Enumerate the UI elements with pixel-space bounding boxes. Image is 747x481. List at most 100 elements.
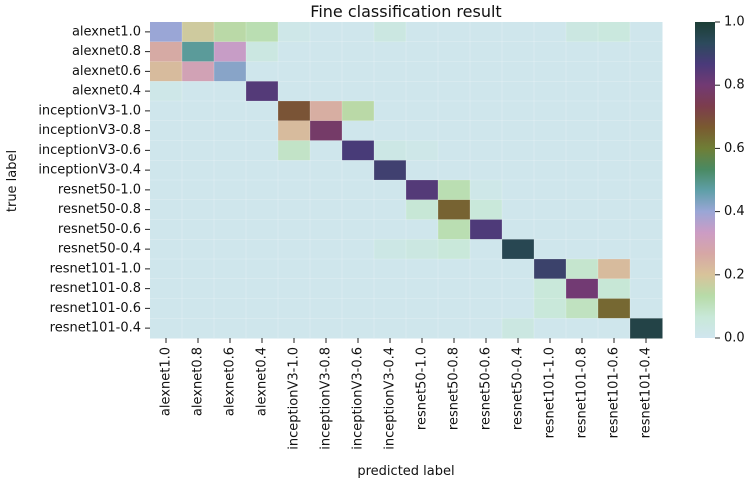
x-tick-label: inceptionV3-0.8 [319, 347, 334, 450]
heatmap-cell [342, 160, 375, 181]
heatmap-cell [214, 120, 247, 141]
heatmap-cell [566, 318, 599, 339]
heatmap-cell [310, 61, 343, 82]
heatmap-cell [182, 101, 215, 122]
heatmap-cell [502, 259, 535, 280]
y-tick-label: resnet101-0.4 [50, 321, 141, 336]
heatmap-cell [406, 259, 439, 280]
heatmap-cell [150, 199, 183, 220]
heatmap-cell [406, 81, 439, 102]
heatmap-cell [534, 140, 567, 161]
heatmap-cell [502, 22, 535, 43]
heatmap-cell [214, 259, 247, 280]
heatmap-cell [630, 101, 663, 122]
heatmap-cell [214, 41, 247, 62]
x-tick-label: resnet101-0.4 [639, 347, 654, 438]
heatmap-cell [150, 101, 183, 122]
heatmap-cell [310, 22, 343, 43]
heatmap-cell [598, 81, 631, 102]
heatmap-cell [630, 239, 663, 260]
heatmap-cell [502, 120, 535, 141]
x-tick-label: resnet101-0.8 [575, 347, 590, 438]
heatmap-cell [566, 239, 599, 260]
heatmap-cell [566, 219, 599, 240]
x-tick-label: alexnet0.4 [255, 347, 270, 416]
heatmap-cell [214, 61, 247, 82]
heatmap-cell [406, 239, 439, 260]
heatmap-cell [246, 81, 279, 102]
heatmap-cell [278, 140, 311, 161]
heatmap-cell [246, 61, 279, 82]
y-tick-label: resnet101-0.8 [50, 281, 141, 296]
heatmap-cell [502, 61, 535, 82]
heatmap-cell [630, 81, 663, 102]
heatmap-cell [438, 22, 471, 43]
heatmap-cell [630, 318, 663, 339]
heatmap-cell [310, 101, 343, 122]
heatmap-cell [278, 22, 311, 43]
heatmap-cell [470, 41, 503, 62]
heatmap-cell [342, 298, 375, 319]
heatmap-cell [598, 41, 631, 62]
heatmap-cell [246, 298, 279, 319]
heatmap-cell [534, 81, 567, 102]
heatmap-cell [534, 101, 567, 122]
heatmap-cell [374, 259, 407, 280]
heatmap-cell [470, 298, 503, 319]
heatmap-cell [214, 318, 247, 339]
heatmap-cell [374, 140, 407, 161]
heatmap-cell [310, 180, 343, 201]
heatmap-cell [150, 180, 183, 201]
x-tick-label: alexnet0.6 [223, 347, 238, 416]
heatmap-cell [630, 278, 663, 299]
heatmap-cell [406, 219, 439, 240]
heatmap-cell [246, 22, 279, 43]
heatmap-cell [502, 140, 535, 161]
heatmap-cell [598, 160, 631, 181]
heatmap-cell [534, 298, 567, 319]
heatmap-cell [566, 278, 599, 299]
heatmap-cell [278, 61, 311, 82]
heatmap-cell [630, 41, 663, 62]
y-tick-label: resnet101-1.0 [50, 261, 141, 276]
heatmap-cell [598, 140, 631, 161]
heatmap-cell [534, 41, 567, 62]
heatmap-cell [182, 298, 215, 319]
heatmap-cell [374, 101, 407, 122]
heatmap-cell [470, 199, 503, 220]
heatmap-cell [406, 160, 439, 181]
heatmap-cell [150, 318, 183, 339]
heatmap-cell [374, 120, 407, 141]
heatmap-cell [150, 120, 183, 141]
heatmap-cell [342, 199, 375, 220]
heatmap-cell [214, 239, 247, 260]
heatmap-cell [310, 81, 343, 102]
heatmap-cell [342, 81, 375, 102]
heatmap-cell [470, 140, 503, 161]
x-tick-label: resnet101-0.6 [607, 347, 622, 438]
heatmap-cell [182, 120, 215, 141]
heatmap-cell [406, 61, 439, 82]
x-tick-label: resnet50-0.8 [447, 347, 462, 430]
heatmap-cell [278, 160, 311, 181]
x-tick-labels: alexnet1.0 alexnet0.8 alexnet0.6 alexnet0.4… [159, 338, 654, 450]
heatmap-cell [534, 180, 567, 201]
heatmap-cell [150, 160, 183, 181]
heatmap-cell [566, 101, 599, 122]
heatmap-cell [630, 61, 663, 82]
heatmap-cell [502, 41, 535, 62]
heatmap-cell [534, 160, 567, 181]
heatmap-cell [374, 22, 407, 43]
heatmap-cell [470, 318, 503, 339]
heatmap-cell [278, 259, 311, 280]
y-tick-labels: alexnet1.0 alexnet0.8 alexnet0.6 alexnet0.4… [38, 24, 150, 336]
heatmap-cell [182, 278, 215, 299]
heatmap-cell [214, 81, 247, 102]
heatmap-cell [470, 219, 503, 240]
heatmap-cell [598, 199, 631, 220]
heatmap-cell [278, 239, 311, 260]
heatmap-cell [278, 219, 311, 240]
heatmap-cell [182, 81, 215, 102]
heatmap-cell [150, 219, 183, 240]
heatmap-cell [534, 259, 567, 280]
